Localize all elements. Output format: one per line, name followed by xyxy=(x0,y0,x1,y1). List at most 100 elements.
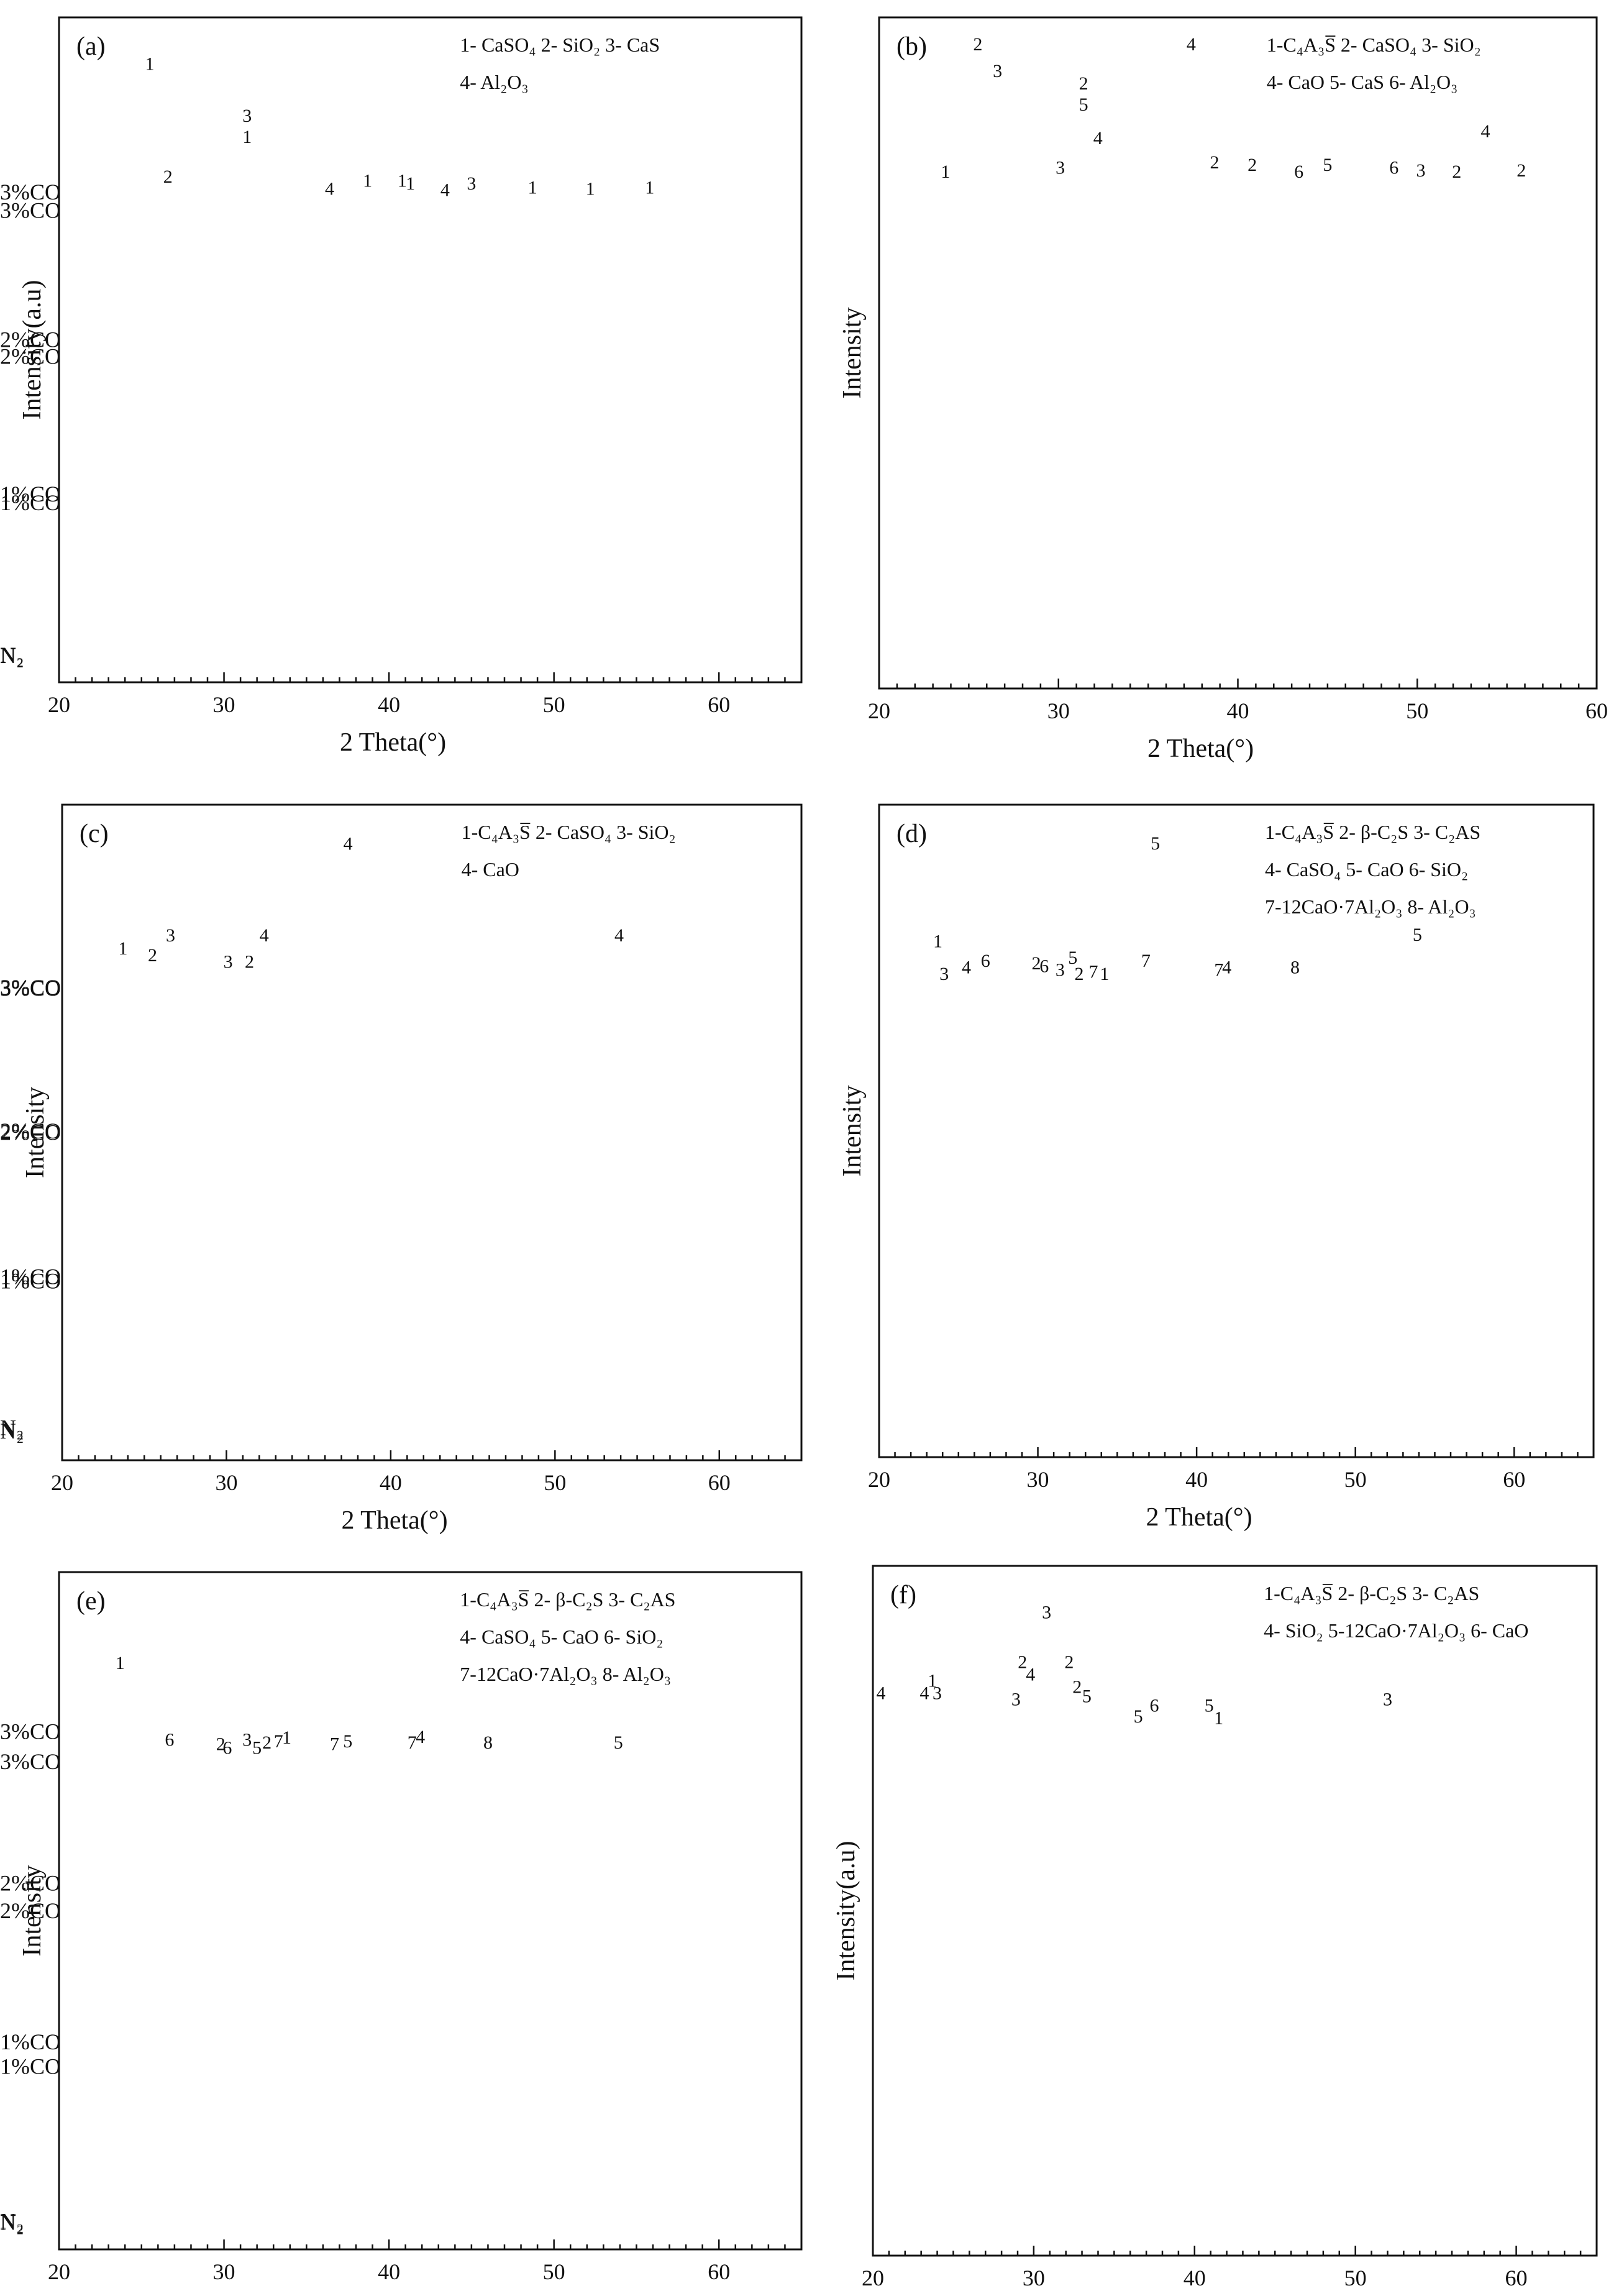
peak-label: 7 xyxy=(330,1734,339,1754)
x-tick-label: 20 xyxy=(862,2266,884,2290)
x-tick-label: 60 xyxy=(708,1470,731,1495)
peak-label: 2 xyxy=(1018,1652,1027,1672)
peak-label: 1 xyxy=(118,938,127,959)
panel-tag: (d) xyxy=(896,820,927,848)
peak-label: 3 xyxy=(993,61,1002,81)
legend-row: 1-C₄A₃S̅ 2- β-C₂S 3- C₂AS xyxy=(460,1588,675,1611)
peak-label: 1 xyxy=(406,173,415,194)
x-tick-label: 50 xyxy=(543,2259,565,2284)
plot-frame xyxy=(872,1565,1598,2257)
peak-label: 2 xyxy=(1064,1652,1074,1672)
x-tick-label: 30 xyxy=(213,692,235,717)
peak-label: 4 xyxy=(1187,34,1196,55)
peak-label: 4 xyxy=(614,925,624,946)
peak-label: 4 xyxy=(876,1683,885,1703)
peak-label: 5 xyxy=(614,1732,623,1753)
peak-label: 8 xyxy=(483,1732,493,1753)
legend-row: 1-C₄A₃S̅ 2- β-C₂S 3- C₂AS xyxy=(1265,821,1480,843)
legend-row: 4- CaO xyxy=(462,858,519,880)
x-tick-label: 60 xyxy=(1503,1467,1525,1492)
peak-label: 5 xyxy=(252,1737,262,1758)
peak-label: 1 xyxy=(586,178,595,199)
peak-label: 7 xyxy=(408,1732,417,1753)
x-axis-label: 2 Theta(°) xyxy=(1146,1503,1252,1532)
peak-label: 5 xyxy=(343,1731,352,1752)
peak-label: 6 xyxy=(165,1729,174,1750)
x-tick-label: 50 xyxy=(543,692,565,717)
x-tick-label: 20 xyxy=(48,2259,70,2284)
peak-label: 5 xyxy=(1079,94,1088,115)
legend-row: 4- Al₂O₃ xyxy=(460,71,528,93)
y-axis-label: Intensity(a.u) xyxy=(832,1841,860,1980)
phase-legend: 1-C₄A₃S̅ 2- CaSO₄ 3- SiO₂ 4- CaO 5- CaS 6… xyxy=(1267,34,1481,93)
peak-label: 1 xyxy=(528,177,537,198)
plot-frame xyxy=(58,1571,803,2251)
panel-tag: (e) xyxy=(76,1587,106,1616)
series-name-label: N₂ xyxy=(0,1415,24,1440)
x-axis-label: 2 Theta(°) xyxy=(340,728,446,757)
peak-label: 1 xyxy=(282,1727,291,1748)
peak-label: 3 xyxy=(1416,160,1426,181)
peak-label: 4 xyxy=(962,958,971,978)
series-name-label: 1%CO xyxy=(0,482,61,506)
series-name-label: N₂ xyxy=(0,2209,24,2234)
y-axis-label: Intensity xyxy=(21,1087,50,1178)
peak-label: 1 xyxy=(363,171,372,191)
peak-label: 2 xyxy=(148,945,157,966)
x-tick-label: 40 xyxy=(378,2259,400,2284)
y-axis-label: Intensity(a.u) xyxy=(18,280,47,419)
peak-label: 2 xyxy=(1210,152,1219,173)
peak-label: 2 xyxy=(1079,73,1088,94)
peak-label: 4 xyxy=(344,833,353,854)
peak-label: 1 xyxy=(941,162,950,182)
peak-label: 6 xyxy=(222,1737,232,1758)
series-name-label: 3%CO xyxy=(0,976,61,1000)
series-name-label: N₂ xyxy=(0,1419,24,1443)
peak-label: 3 xyxy=(224,951,233,972)
series-name-label: 1%CO xyxy=(0,2054,61,2079)
x-tick-label: 30 xyxy=(1023,2266,1045,2290)
x-tick-label: 30 xyxy=(1027,1467,1049,1492)
legend-row: 4- SiO₂ 5-12CaO·7Al₂O₃ 6- CaO xyxy=(1264,1619,1528,1642)
panel-tag: (b) xyxy=(896,32,927,61)
x-tick-label: 60 xyxy=(708,692,730,717)
peak-label: 5 xyxy=(1323,155,1332,175)
legend-row: 7-12CaO·7Al₂O₃ 8- Al₂O₃ xyxy=(1265,895,1476,918)
peak-label: 6 xyxy=(1039,956,1049,976)
series-name-label: N₂ xyxy=(0,643,24,667)
plot-frame xyxy=(878,16,1598,690)
peak-label: 2 xyxy=(163,167,173,187)
series-name-label: 3%CO xyxy=(0,1719,61,1744)
peak-label: 3 xyxy=(1383,1689,1392,1709)
panel-a: 20 30 40 50 60 2 Theta(°) Intensity(a.u) (a) 1- … xyxy=(0,16,803,757)
x-tick-label: 40 xyxy=(1184,2266,1206,2290)
peak-label: 3 xyxy=(1056,158,1065,178)
panel-tag: (f) xyxy=(890,1581,916,1609)
x-tick-label: 50 xyxy=(1344,2266,1367,2290)
series-name-label: 2%CO xyxy=(0,327,61,352)
x-tick-label: 60 xyxy=(1505,2266,1528,2290)
peak-label: 2 xyxy=(245,951,254,972)
peak-label: 2 xyxy=(262,1732,271,1753)
series-name-label: 1%CO xyxy=(0,490,61,515)
peak-label: 5 xyxy=(1082,1686,1092,1706)
panel-tag: (a) xyxy=(76,32,106,61)
x-tick-label: 20 xyxy=(51,1470,73,1495)
x-tick-label: 60 xyxy=(708,2259,730,2284)
phase-legend: 1-C₄A₃S̅ 2- β-C₂S 3- C₂AS 4- SiO₂ 5-12CaO… xyxy=(1264,1582,1528,1642)
peak-label: 3 xyxy=(1011,1689,1021,1709)
legend-row: 1-C₄A₃S̅ 2- CaSO₄ 3- SiO₂ xyxy=(1267,34,1481,56)
peak-label: 4 xyxy=(1222,958,1231,978)
peak-label: 1 xyxy=(145,53,155,74)
plot-frame xyxy=(58,16,803,684)
panel-c: 20 30 40 50 60 2 Theta(°) Intensity (c) 1-C₄A₃S̅… xyxy=(0,805,803,1535)
peak-label: 3 xyxy=(166,925,175,946)
series-name-label: 2%CO xyxy=(0,344,61,369)
y-axis-label: Intensity xyxy=(838,308,867,399)
series-name-label: 2%CO xyxy=(0,1120,61,1145)
legend-row: 1-C₄A₃S̅ 2- CaSO₄ 3- SiO₂ xyxy=(462,821,676,843)
x-tick-label: 50 xyxy=(1344,1467,1367,1492)
